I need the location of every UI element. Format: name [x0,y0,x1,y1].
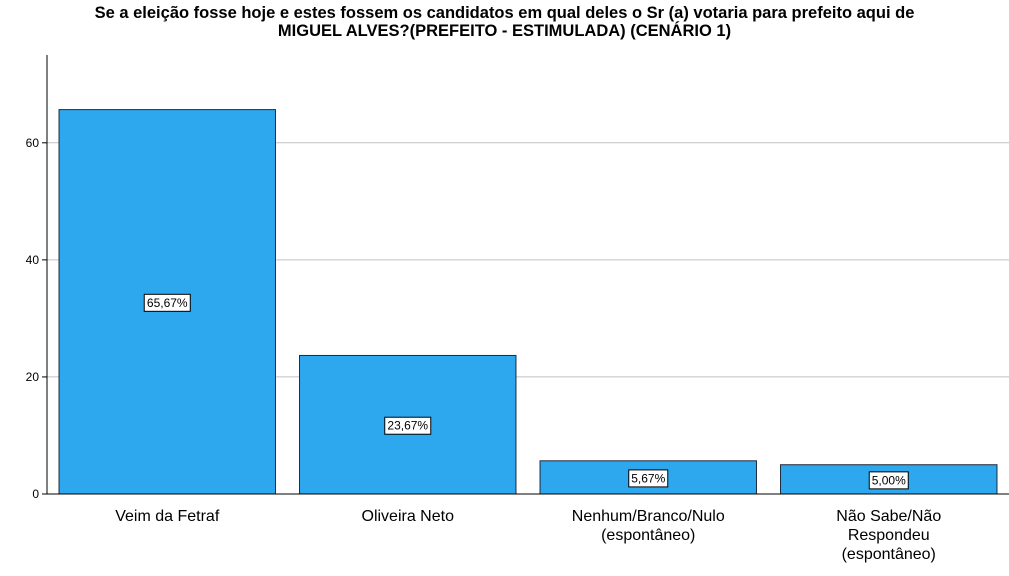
category-label: Não Sabe/Não [836,508,941,525]
chart-title: Se a eleição fosse hoje e estes fossem o… [0,4,1009,40]
category-label: Nenhum/Branco/Nulo [572,508,725,525]
category-label: Veim da Fetraf [115,508,220,525]
data-label-box [868,471,909,490]
category-label: Respondeu [848,527,930,544]
data-label: 23,67% [387,419,428,433]
chart-title-line-1: Se a eleição fosse hoje e estes fossem o… [94,4,915,22]
y-tick-label: 60 [26,136,40,150]
category-label: (espontâneo) [601,527,695,544]
data-label-box [628,469,669,488]
y-tick-label: 20 [26,370,40,384]
data-label-box [384,416,432,435]
y-tick-label: 0 [32,487,39,501]
chart-title-line-2: MIGUEL ALVES?(PREFEITO - ESTIMULADA) (CE… [277,22,732,40]
data-label-box [143,293,191,312]
category-label: (espontâneo) [842,546,936,563]
data-label: 5,00% [872,473,906,487]
data-label: 65,67% [147,296,188,310]
data-label: 5,67% [631,471,665,485]
y-tick-label: 40 [26,253,40,267]
category-label: Oliveira Neto [362,508,455,525]
